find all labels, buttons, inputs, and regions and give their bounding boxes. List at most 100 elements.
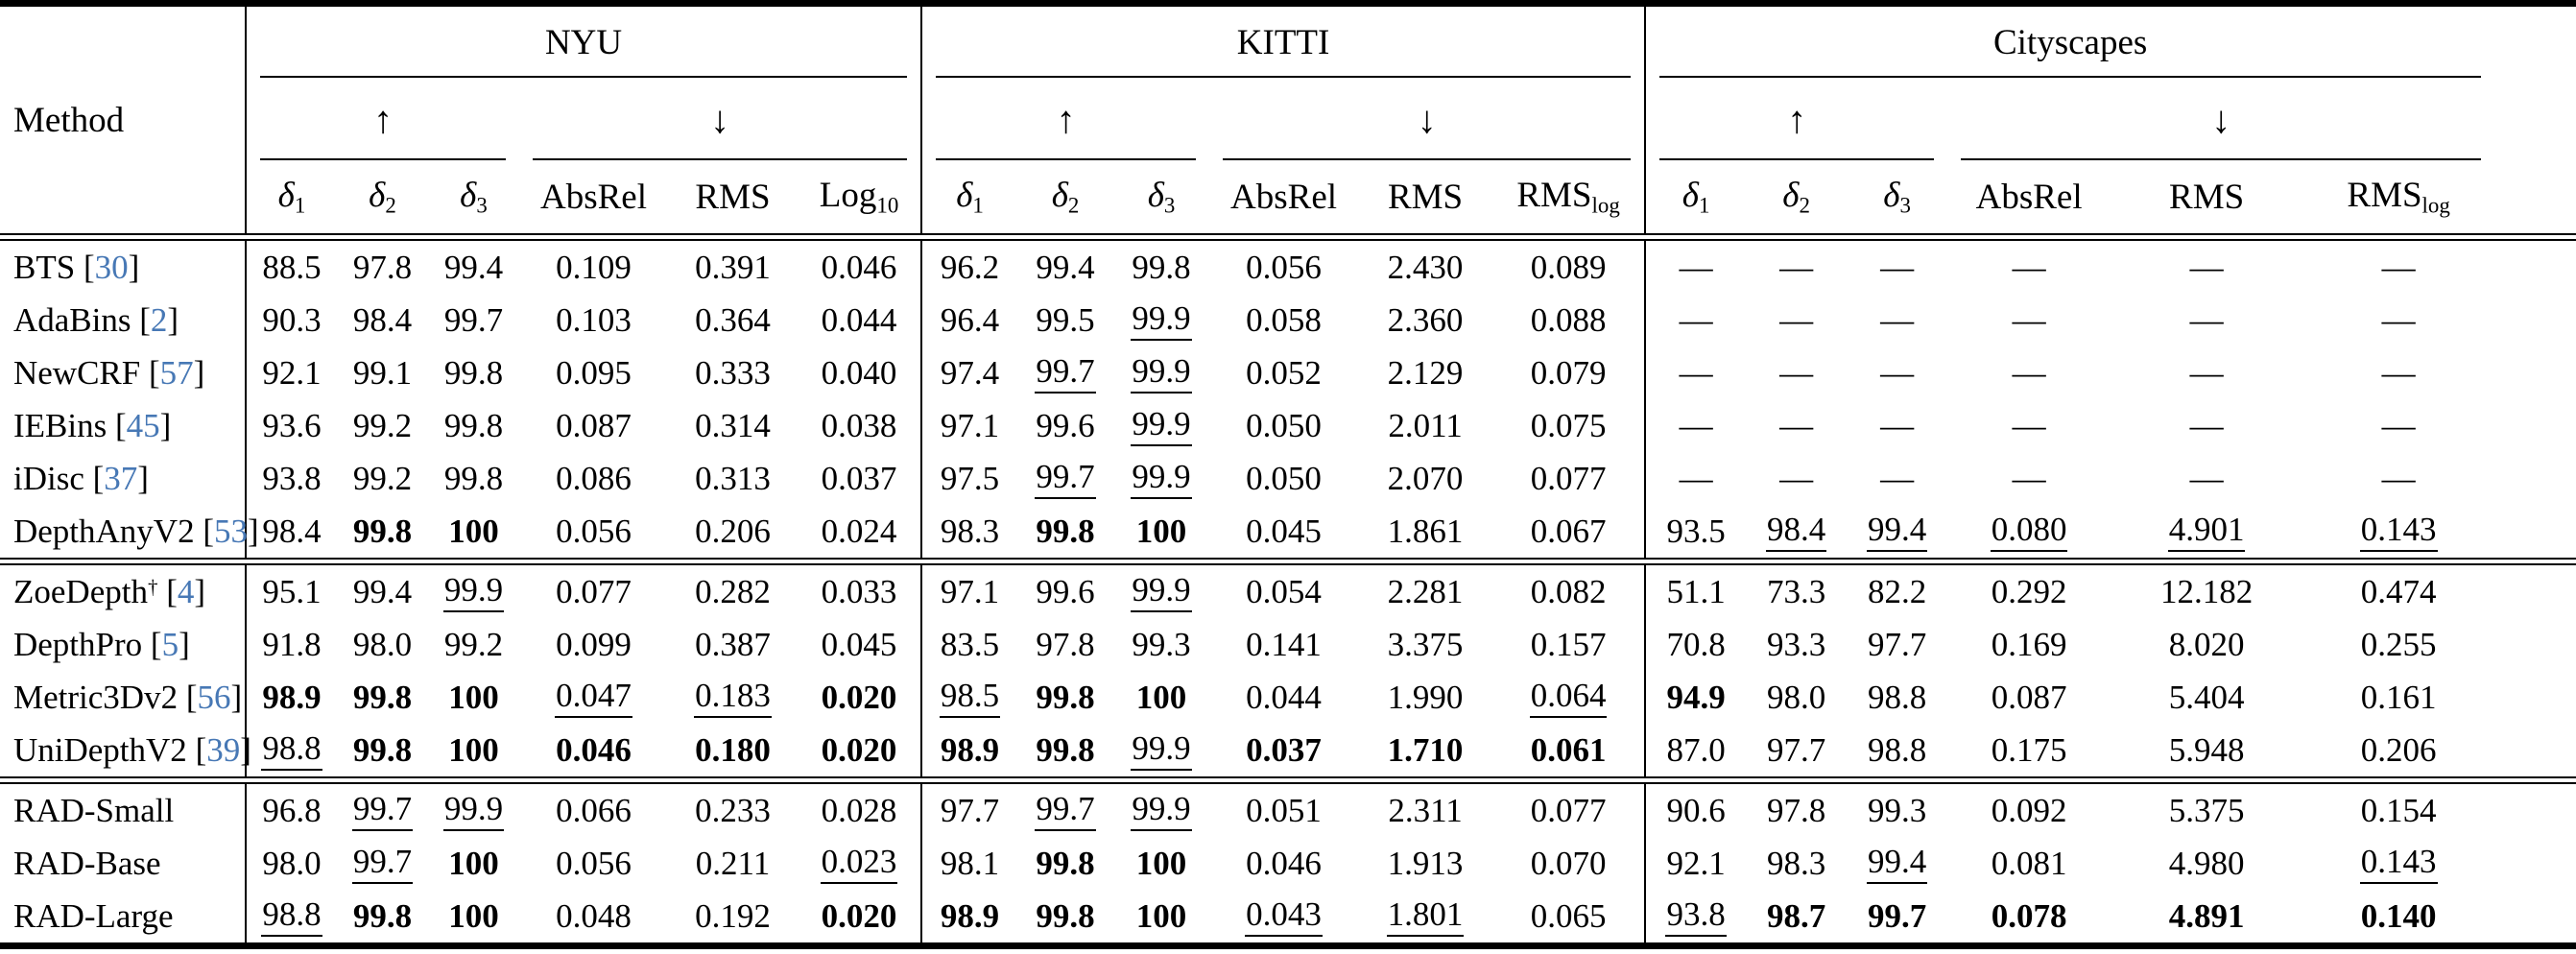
- method-cell: IEBins [45]: [13, 406, 172, 444]
- metric-value: 99.7: [1017, 346, 1113, 399]
- value-text: 100: [1135, 512, 1187, 550]
- metric-value: 99.9: [1113, 346, 1209, 399]
- method-cell: DepthPro [5]: [13, 625, 190, 663]
- metric-value: 1.710: [1358, 724, 1492, 777]
- citation-link[interactable]: 2: [150, 300, 168, 339]
- metric-value: 99.8: [337, 890, 428, 946]
- metric-value: 0.109: [519, 240, 668, 294]
- metric-value: 0.206: [2302, 724, 2494, 777]
- filler-cell: [2494, 890, 2576, 946]
- value-text: 99.8: [1132, 248, 1191, 286]
- header-rule: [260, 76, 908, 78]
- metric-value: 2.281: [1358, 564, 1492, 618]
- method-cell: UniDepthV2 [39]: [13, 730, 251, 769]
- value-text: —: [1679, 248, 1713, 286]
- metric-value: 0.474: [2302, 564, 2494, 618]
- citation-link[interactable]: 37: [104, 459, 138, 497]
- col-header-cityscapes-4: AbsRel: [1947, 160, 2111, 234]
- value-text: —: [1880, 300, 1915, 339]
- value-text: 99.8: [352, 896, 413, 935]
- citation-link[interactable]: 57: [159, 353, 194, 392]
- value-text: 2.011: [1388, 406, 1463, 444]
- value-text: 0.045: [821, 625, 897, 663]
- missing-value: —: [2302, 399, 2494, 452]
- citation-link[interactable]: 56: [197, 678, 231, 716]
- value-text: 98.4: [352, 300, 413, 339]
- metric-value: 0.066: [519, 783, 668, 837]
- value-text: 98.8: [1867, 678, 1927, 716]
- missing-value: —: [1947, 294, 2111, 346]
- metric-value: 98.9: [245, 671, 337, 724]
- missing-value: —: [1847, 399, 1947, 452]
- metric-value: 5.375: [2111, 783, 2302, 837]
- metric-value: 0.056: [1209, 240, 1358, 294]
- missing-value: —: [1847, 346, 1947, 399]
- missing-value: —: [1847, 240, 1947, 294]
- metric-value: 0.089: [1492, 240, 1645, 294]
- value-text: 0.058: [1246, 300, 1322, 339]
- down-arrow-header-cityscapes: ↓: [1947, 78, 2494, 160]
- metric-symbol: AbsRel: [540, 177, 647, 217]
- value-text: 99.7: [351, 844, 414, 884]
- value-text: 0.046: [821, 248, 897, 286]
- metric-value: 100: [428, 890, 519, 946]
- value-text: 0.141: [1246, 625, 1322, 663]
- dataset-name-cityscapes: Cityscapes: [1992, 22, 2148, 62]
- citation-link[interactable]: 30: [94, 248, 129, 286]
- metric-value: 0.044: [1209, 671, 1358, 724]
- metric-value: 0.075: [1492, 399, 1645, 452]
- metric-value: 94.9: [1644, 671, 1747, 724]
- filler-column: [2494, 4, 2576, 235]
- metric-symbol: RMS: [695, 177, 771, 217]
- metric-value: 100: [1113, 890, 1209, 946]
- value-text: —: [2012, 300, 2046, 339]
- metric-value: 99.8: [1017, 505, 1113, 559]
- missing-value: —: [2302, 346, 2494, 399]
- citation-link[interactable]: 53: [214, 512, 248, 550]
- table-row: DepthAnyV2 [53] 98.4 99.8 100 0.056 0.206 0.02…: [0, 505, 2576, 559]
- citation-link[interactable]: 5: [161, 625, 179, 663]
- col-header-nyu-4: AbsRel: [519, 160, 668, 234]
- dataset-name-nyu: NYU: [544, 22, 623, 62]
- missing-value: —: [1746, 399, 1847, 452]
- header-rule: [1961, 158, 2482, 160]
- up-arrow-header-kitti: ↑: [920, 78, 1210, 160]
- value-text: 99.1: [352, 353, 413, 392]
- header-rule: [260, 158, 506, 160]
- value-text: 92.1: [1666, 844, 1726, 882]
- value-text: —: [2381, 248, 2416, 286]
- citation-link[interactable]: 45: [126, 406, 160, 444]
- value-text: 0.064: [1529, 678, 1608, 718]
- value-text: 0.037: [821, 459, 897, 497]
- metric-symbol: δ: [1051, 176, 1068, 216]
- metric-value: 0.081: [1947, 837, 2111, 890]
- col-header-cityscapes-6: RMSlog: [2302, 160, 2494, 234]
- metric-value: 93.6: [245, 399, 337, 452]
- metric-value: 2.360: [1358, 294, 1492, 346]
- method-cell: RAD-Small: [0, 783, 246, 837]
- metric-symbol: RMS: [2347, 176, 2422, 216]
- value-text: 99.2: [352, 406, 413, 444]
- value-text: 0.154: [2360, 791, 2437, 829]
- value-text: —: [2012, 459, 2046, 497]
- value-text: 0.079: [1530, 353, 1607, 392]
- value-text: 0.087: [556, 406, 632, 444]
- value-text: 2.070: [1387, 459, 1464, 497]
- missing-value: —: [1947, 452, 2111, 505]
- metric-value: 0.092: [1947, 783, 2111, 837]
- value-text: 0.077: [1530, 459, 1607, 497]
- metric-value: 98.8: [245, 724, 337, 777]
- metric-value: 97.1: [920, 399, 1018, 452]
- value-text: 91.8: [262, 625, 322, 663]
- dataset-header-nyu: NYU: [244, 3, 922, 78]
- metric-value: 0.154: [2302, 783, 2494, 837]
- value-text: 98.4: [262, 512, 322, 550]
- citation-link[interactable]: 4: [177, 572, 195, 610]
- value-text: —: [2381, 353, 2416, 392]
- metric-value: 100: [428, 505, 519, 559]
- metric-value: 91.8: [245, 618, 337, 671]
- metric-value: 0.043: [1209, 890, 1358, 946]
- citation-link[interactable]: 39: [206, 730, 241, 769]
- value-text: 0.028: [821, 791, 897, 829]
- metric-value: 99.8: [337, 671, 428, 724]
